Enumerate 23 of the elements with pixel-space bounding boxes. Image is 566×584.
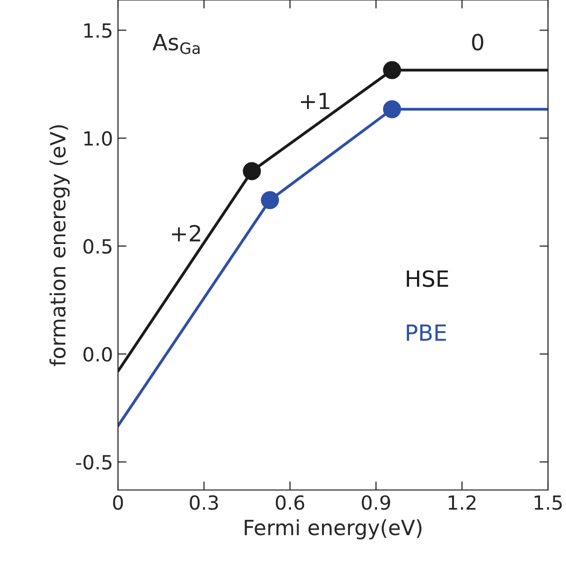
x-tick-label: 0.3	[190, 495, 218, 510]
x-axis-title: Fermi energy(eV)	[244, 519, 422, 540]
annotation: +2	[172, 224, 200, 242]
point	[383, 61, 402, 80]
y-tick-label: 1.0	[84, 131, 112, 146]
x-tick-label: 0	[113, 495, 123, 510]
text: PBE	[406, 324, 446, 341]
point	[242, 162, 261, 180]
y-tick-label: 0.0	[84, 346, 112, 362]
x-tick-label: 1.2	[448, 495, 476, 510]
y-tick-label: -0.5	[76, 454, 112, 470]
text: HSE	[406, 270, 448, 288]
point	[260, 191, 279, 210]
x-tick-label: 1.5	[534, 495, 562, 510]
y-axis-title: formation eneregy (eV)	[49, 125, 70, 366]
x-tick-label: 0.9	[362, 495, 390, 510]
y-tick-label: 1.5	[84, 23, 112, 38]
point	[383, 100, 402, 118]
x-tick-label: 0.6	[276, 495, 304, 510]
y-tick-label: 0.5	[84, 239, 112, 254]
annotation: +1	[300, 92, 330, 110]
annotation: As$_{Ga}$	[152, 34, 200, 54]
annotation: 0	[472, 34, 484, 51]
